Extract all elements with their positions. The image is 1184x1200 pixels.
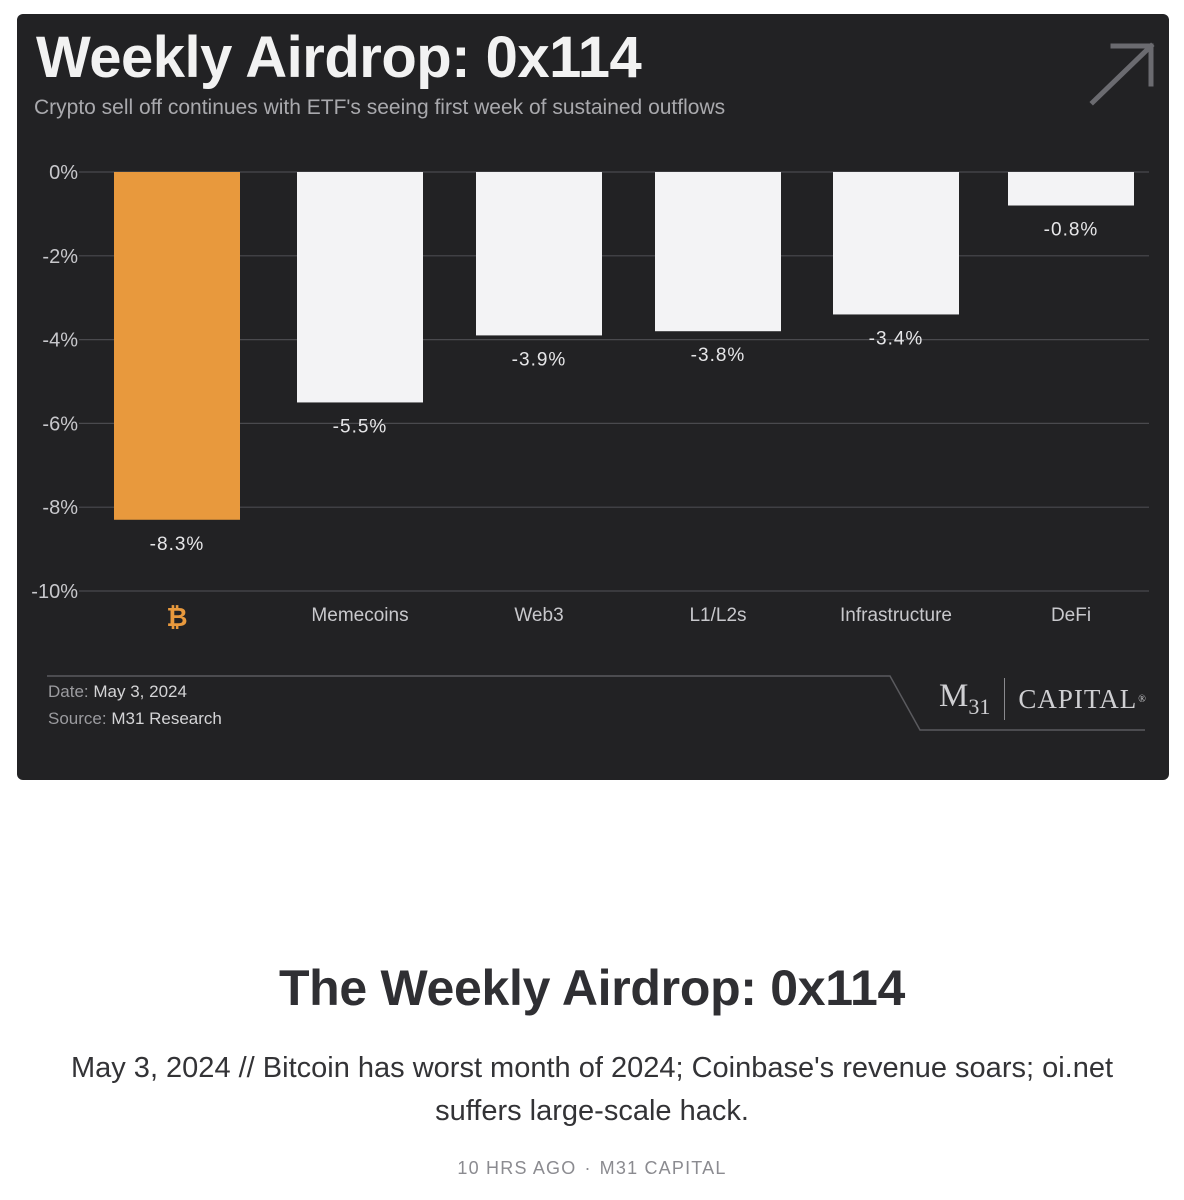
- logo-separator: [1004, 678, 1006, 720]
- y-tick-label: -4%: [42, 330, 78, 352]
- post-byline: 10 HRS AGO · M31 CAPITAL: [0, 1158, 1184, 1179]
- m31-capital-logo: M31 CAPITAL ®: [939, 674, 1146, 724]
- source-label: Source:: [48, 709, 107, 728]
- data-label: -5.5%: [333, 416, 388, 437]
- y-tick-label: -8%: [42, 497, 78, 519]
- y-tick-label: 0%: [49, 162, 78, 184]
- arrow-up-right-icon: [1089, 42, 1155, 106]
- x-category-label: Web3: [514, 605, 563, 626]
- bitcoin-icon: ₿: [166, 602, 187, 632]
- y-tick-label: -10%: [31, 581, 78, 603]
- logo-m: M: [939, 678, 969, 714]
- byline-separator: ·: [584, 1158, 592, 1178]
- y-tick-label: -6%: [42, 413, 78, 435]
- x-category-label: Infrastructure: [840, 605, 952, 626]
- y-tick-label: -2%: [42, 246, 78, 268]
- registered-mark: ®: [1138, 693, 1146, 705]
- bar: [1008, 172, 1134, 206]
- logo-31: 31: [968, 694, 991, 719]
- x-category-label: Memecoins: [311, 605, 408, 626]
- data-label: -3.8%: [691, 345, 746, 366]
- bar: [476, 172, 602, 336]
- data-label: -8.3%: [150, 534, 205, 555]
- chart-source: Source: M31 Research: [48, 709, 222, 729]
- bar-chart: 0% -2% -4% -6% -8% -10% -8.3% -5.5% -3.9% -3.8% -3…: [31, 162, 1149, 632]
- bar: [833, 172, 959, 315]
- chart-date: Date: May 3, 2024: [48, 682, 187, 702]
- x-category-label: DeFi: [1051, 605, 1091, 626]
- data-label: -3.4%: [869, 328, 924, 349]
- bar: [655, 172, 781, 332]
- source-value: M31 Research: [111, 709, 222, 728]
- bar: [114, 172, 240, 520]
- post-title[interactable]: The Weekly Airdrop: 0x114: [278, 960, 906, 1016]
- data-label: -0.8%: [1044, 220, 1099, 241]
- chart-subtitle: Crypto sell off continues with ETF's see…: [34, 96, 726, 119]
- date-value: May 3, 2024: [93, 682, 187, 701]
- date-label: Date:: [48, 682, 89, 701]
- post-description: May 3, 2024 // Bitcoin has worst month o…: [70, 1052, 1114, 1127]
- post-author[interactable]: M31 CAPITAL: [599, 1158, 727, 1178]
- logo-capital: CAPITAL: [1018, 683, 1138, 714]
- chart-title: Weekly Airdrop: 0x114: [36, 25, 642, 90]
- post-time: 10 HRS AGO: [457, 1158, 577, 1178]
- footer-divider: [47, 675, 1145, 731]
- bar: [297, 172, 423, 403]
- chart-card[interactable]: Weekly Airdrop: 0x114 Crypto sell off co…: [17, 14, 1169, 780]
- x-category-label: L1/L2s: [689, 605, 746, 626]
- logo-m31: M31: [939, 678, 990, 720]
- data-label: -3.9%: [512, 349, 567, 370]
